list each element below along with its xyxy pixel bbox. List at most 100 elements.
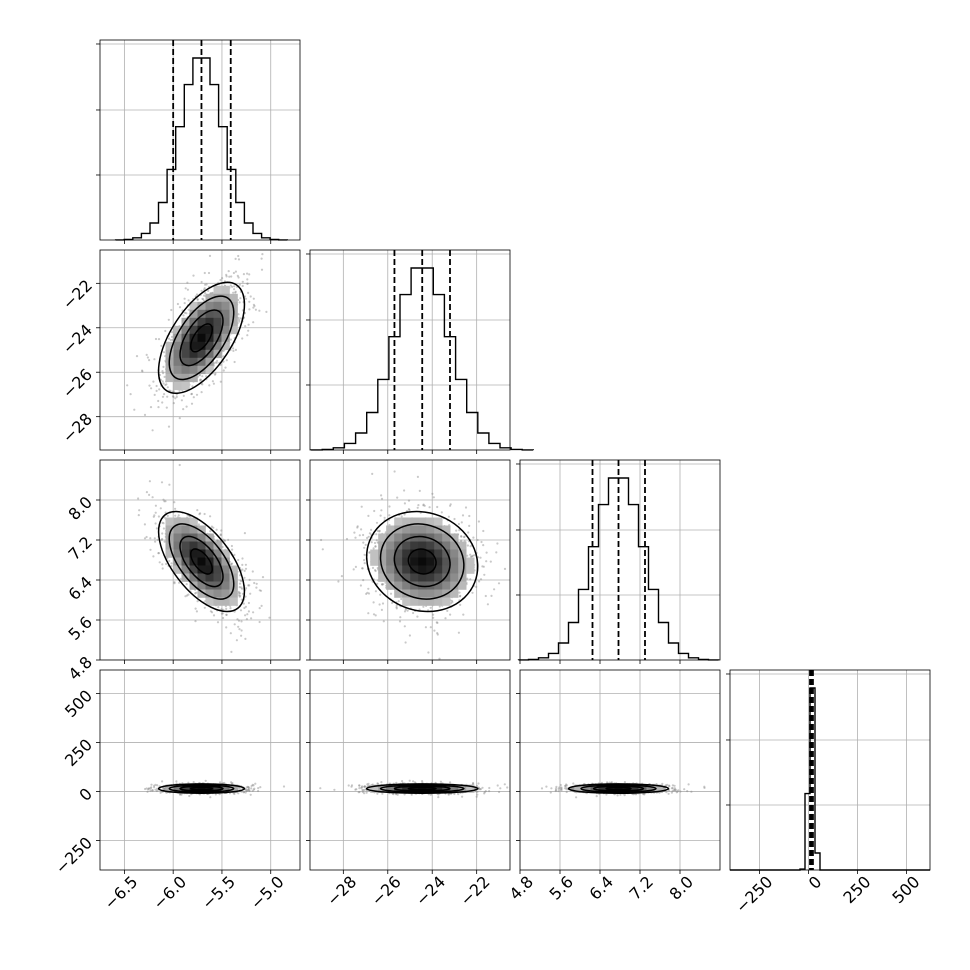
scatter-point — [417, 504, 420, 507]
density-cell — [213, 293, 222, 303]
scatter-point — [195, 393, 199, 396]
density-cell — [386, 565, 395, 574]
scatter-panel-1-0 — [96, 249, 301, 454]
scatter-panel-2-0 — [96, 459, 301, 664]
density-cell — [189, 549, 198, 558]
scatter-point — [379, 514, 382, 517]
scatter-point — [241, 284, 244, 288]
scatter-point — [160, 481, 164, 484]
scatter-point — [395, 607, 398, 610]
scatter-point — [179, 577, 182, 580]
scatter-point — [438, 605, 441, 608]
scatter-point — [150, 786, 153, 789]
scatter-point — [416, 506, 419, 509]
scatter-point — [248, 578, 251, 582]
scatter-point — [239, 609, 243, 612]
scatter-point — [186, 594, 189, 597]
scatter-point — [137, 514, 140, 517]
scatter-point — [361, 567, 364, 570]
density-cell — [410, 549, 419, 558]
scatter-point — [367, 612, 370, 615]
scatter-point — [246, 785, 249, 789]
scatter-point — [244, 325, 247, 328]
scatter-point — [364, 543, 367, 547]
density-cell — [434, 597, 443, 606]
density-cell — [205, 589, 214, 598]
scatter-point — [157, 399, 160, 403]
density-cell — [410, 573, 419, 582]
density-cell — [189, 784, 198, 793]
density-cell — [450, 533, 459, 542]
scatter-point — [457, 631, 460, 634]
scatter-point — [484, 594, 487, 598]
scatter-point — [363, 792, 366, 795]
scatter-point — [424, 626, 427, 629]
scatter-point — [216, 359, 219, 362]
scatter-point — [373, 541, 377, 545]
scatter-point — [365, 592, 368, 596]
scatter-point — [249, 793, 252, 796]
scatter-point — [225, 359, 228, 362]
scatter-point — [219, 380, 222, 383]
density-cell — [442, 533, 451, 542]
scatter-point — [422, 503, 425, 506]
density-cell — [189, 573, 198, 582]
scatter-point — [239, 317, 242, 320]
density-cell — [434, 557, 443, 566]
scatter-point — [163, 375, 166, 378]
scatter-point — [244, 605, 247, 608]
density-cell — [205, 565, 214, 574]
scatter-point — [477, 520, 480, 523]
scatter-point — [374, 614, 377, 617]
scatter-point — [163, 393, 166, 396]
scatter-point — [403, 513, 406, 516]
scatter-point — [198, 374, 202, 377]
scatter-point — [148, 493, 151, 496]
scatter-point — [247, 787, 250, 790]
scatter-point — [490, 594, 493, 598]
density-cell — [213, 317, 222, 327]
density-cell — [434, 565, 443, 574]
scatter-point — [466, 554, 469, 557]
scatter-point — [460, 535, 463, 538]
density-cell — [197, 581, 206, 590]
scatter-point — [258, 309, 261, 312]
scatter-point — [362, 533, 365, 537]
scatter-point — [391, 601, 394, 605]
density-cell — [402, 581, 411, 590]
scatter-point — [162, 522, 165, 525]
density-cell — [197, 301, 206, 311]
scatter-point — [154, 788, 157, 791]
scatter-point — [489, 560, 492, 563]
density-cell — [442, 549, 451, 558]
scatter-point — [427, 609, 430, 612]
scatter-point — [178, 417, 181, 420]
scatter-point — [244, 637, 247, 641]
scatter-point — [178, 389, 181, 392]
scatter-point — [367, 535, 370, 538]
scatter-point — [472, 782, 475, 786]
scatter-point — [164, 500, 167, 503]
panel-contents — [310, 460, 510, 660]
scatter-point — [367, 587, 370, 590]
scatter-point — [392, 793, 395, 796]
density-cell — [221, 581, 230, 590]
density-cell — [221, 557, 230, 566]
scatter-point — [159, 791, 162, 794]
density-cell — [418, 573, 427, 582]
panel-frame — [729, 669, 931, 871]
scatter-point — [482, 544, 485, 547]
contour-level-2 — [168, 295, 235, 381]
density-cell — [165, 517, 174, 526]
contour-level-2 — [168, 523, 235, 600]
panel-frame — [99, 669, 301, 871]
density-cell — [197, 533, 206, 542]
density-cell — [466, 557, 475, 566]
scatter-point — [253, 787, 256, 790]
scatter-point — [240, 620, 243, 623]
scatter-point — [166, 395, 169, 398]
scatter-point — [155, 389, 158, 392]
scatter-point — [215, 528, 218, 531]
scatter-point — [214, 793, 217, 796]
scatter-point — [212, 526, 215, 529]
